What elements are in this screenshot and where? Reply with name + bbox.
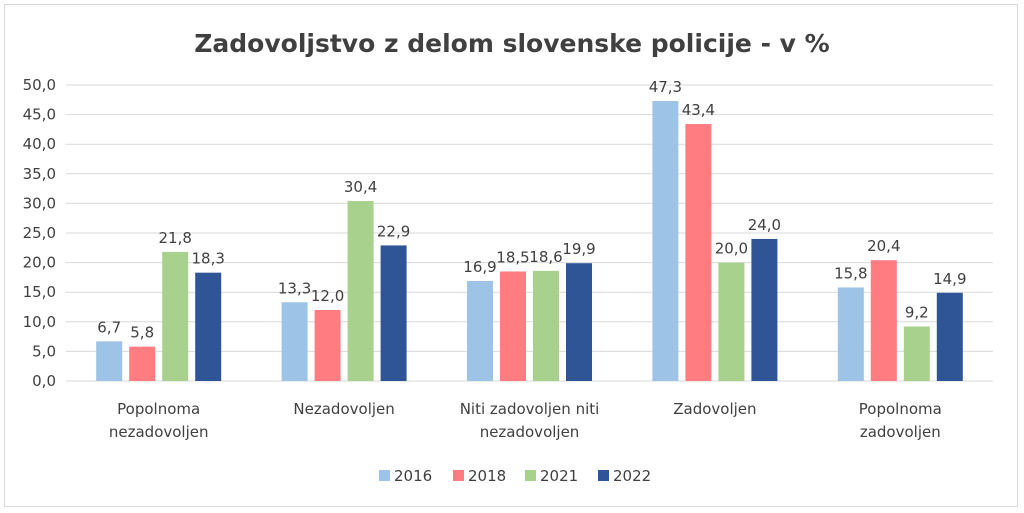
bar-2022 (380, 245, 407, 381)
bar-2022 (936, 292, 963, 381)
data-label: 43,4 (682, 101, 715, 119)
data-label: 15,8 (834, 264, 867, 282)
legend-label-2022: 2022 (613, 467, 651, 485)
legend-swatch-2018 (453, 470, 464, 481)
bar-2016 (652, 100, 679, 381)
data-label: 18,3 (191, 250, 224, 268)
bar-2021 (533, 270, 559, 381)
category-label: Zadovoljen (673, 400, 756, 418)
bar-2016 (837, 287, 864, 381)
data-label: 18,6 (529, 248, 562, 266)
y-tick-label: 5,0 (32, 342, 56, 360)
bar-2018 (870, 260, 897, 381)
legend-label-2016: 2016 (394, 467, 432, 485)
data-label: 24,0 (748, 216, 781, 234)
data-label: 12,0 (311, 287, 344, 305)
bar-2021 (903, 326, 930, 381)
data-label: 47,3 (649, 78, 682, 96)
y-tick-label: 45,0 (23, 106, 56, 124)
bar-2016 (96, 341, 123, 381)
legend: 2016 2018 2021 2022 (379, 467, 651, 485)
bar-2022 (751, 238, 778, 381)
bar-2018 (129, 346, 156, 381)
category-label: Nezadovoljen (293, 400, 394, 418)
data-label: 14,9 (933, 270, 966, 288)
y-tick-label: 40,0 (23, 135, 56, 153)
bar-2022 (566, 263, 592, 381)
data-label: 19,9 (562, 240, 595, 258)
data-label: 13,3 (278, 279, 311, 297)
bar-2018 (314, 309, 341, 381)
legend-label-2018: 2018 (468, 467, 506, 485)
data-label: 9,2 (905, 304, 929, 322)
category-label: Popolnoma (117, 400, 200, 418)
legend-swatch-2016 (379, 470, 390, 481)
bar-2016 (281, 302, 308, 381)
y-tick-label: 50,0 (23, 76, 56, 94)
legend-swatch-2021 (525, 470, 536, 481)
legend-label-2021: 2021 (540, 467, 578, 485)
y-tick-label: 10,0 (23, 313, 56, 331)
y-tick-label: 0,0 (32, 372, 56, 390)
data-label: 20,0 (715, 240, 748, 258)
data-label: 6,7 (97, 318, 121, 336)
data-label: 18,5 (496, 248, 529, 266)
y-tick-label: 15,0 (23, 283, 56, 301)
data-labels: 6,7 5,8 21,818,3 13,3 12,0 30,4 22,9 16,918,5 18… (97, 78, 966, 342)
bar-2021 (718, 262, 745, 381)
y-axis-ticks: 0,0 5,0 10,0 15,0 20,0 25,0 30,0 35,0 40,0 45,0 50… (23, 76, 56, 390)
bar-2016 (467, 280, 493, 381)
category-label: Niti zadovoljen niti (460, 400, 600, 418)
y-tick-label: 35,0 (23, 165, 56, 183)
category-label: nezadovoljen (480, 423, 580, 441)
y-tick-label: 25,0 (23, 224, 56, 242)
y-tick-label: 30,0 (23, 194, 56, 212)
data-label: 5,8 (130, 324, 154, 342)
data-label: 20,4 (867, 237, 900, 255)
data-label: 21,8 (158, 229, 191, 247)
x-axis-categories: Popolnoma nezadovoljen Nezadovoljen Niti za… (109, 400, 942, 441)
category-label: Popolnoma (859, 400, 942, 418)
bar-2022 (195, 272, 222, 381)
bar-2018 (500, 271, 526, 381)
bars (96, 100, 963, 382)
legend-swatch-2022 (598, 470, 609, 481)
category-label: zadovoljen (860, 423, 941, 441)
y-tick-label: 20,0 (23, 254, 56, 272)
bar-2018 (685, 124, 712, 382)
chart-title: Zadovoljstvo z delom slovenske policije … (194, 29, 829, 58)
data-label: 30,4 (344, 178, 377, 196)
data-label: 22,9 (377, 222, 410, 240)
data-label: 16,9 (463, 258, 496, 276)
bar-2021 (347, 201, 374, 381)
bar-2021 (162, 251, 189, 381)
category-label: nezadovoljen (109, 423, 209, 441)
